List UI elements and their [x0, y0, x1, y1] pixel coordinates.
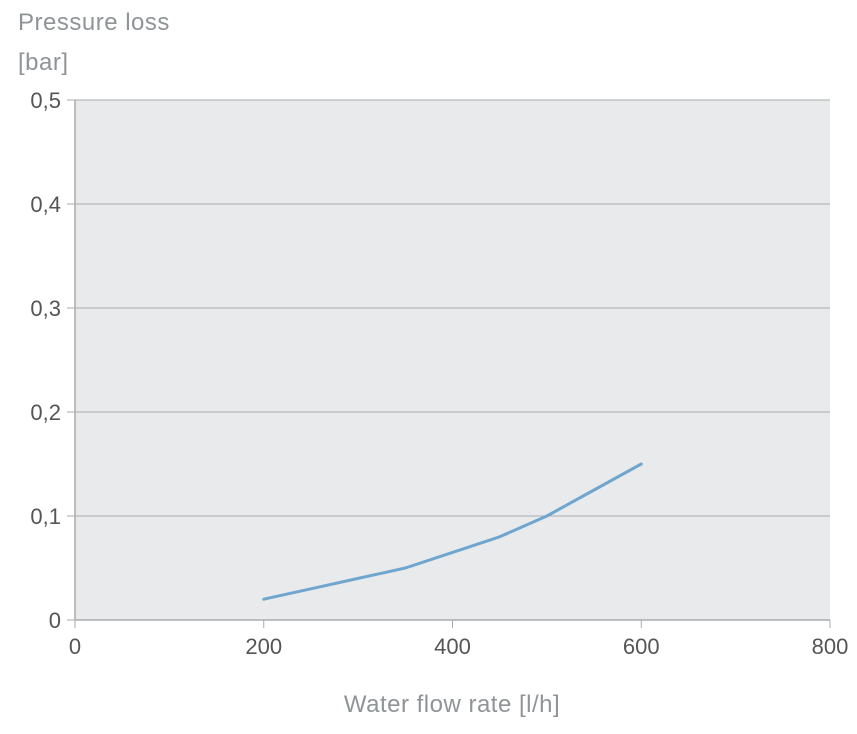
- y-tick-label: 0,1: [30, 504, 61, 529]
- y-tick-label: 0: [49, 608, 61, 633]
- y-tick-label: 0,2: [30, 400, 61, 425]
- x-tick-label: 200: [245, 634, 282, 659]
- y-tick-label: 0,4: [30, 192, 61, 217]
- chart-svg: 0 0,1 0,2 0,3 0,4 0,5 0 200 400 600 800 Pressure lo…: [0, 0, 857, 734]
- x-tick-label: 600: [623, 634, 660, 659]
- x-axis-title: Water flow rate [l/h]: [344, 691, 560, 718]
- y-axis-title-line2: [bar]: [18, 49, 69, 76]
- y-tick-label: 0,3: [30, 296, 61, 321]
- pressure-loss-chart: 0 0,1 0,2 0,3 0,4 0,5 0 200 400 600 800 Pressure lo…: [0, 0, 857, 734]
- x-tick-label: 800: [812, 634, 849, 659]
- y-tick-label: 0,5: [30, 88, 61, 113]
- plot-area: [75, 100, 830, 620]
- x-tick-label: 400: [434, 634, 471, 659]
- y-axis-title-line1: Pressure loss: [18, 9, 170, 36]
- x-tick-label: 0: [69, 634, 81, 659]
